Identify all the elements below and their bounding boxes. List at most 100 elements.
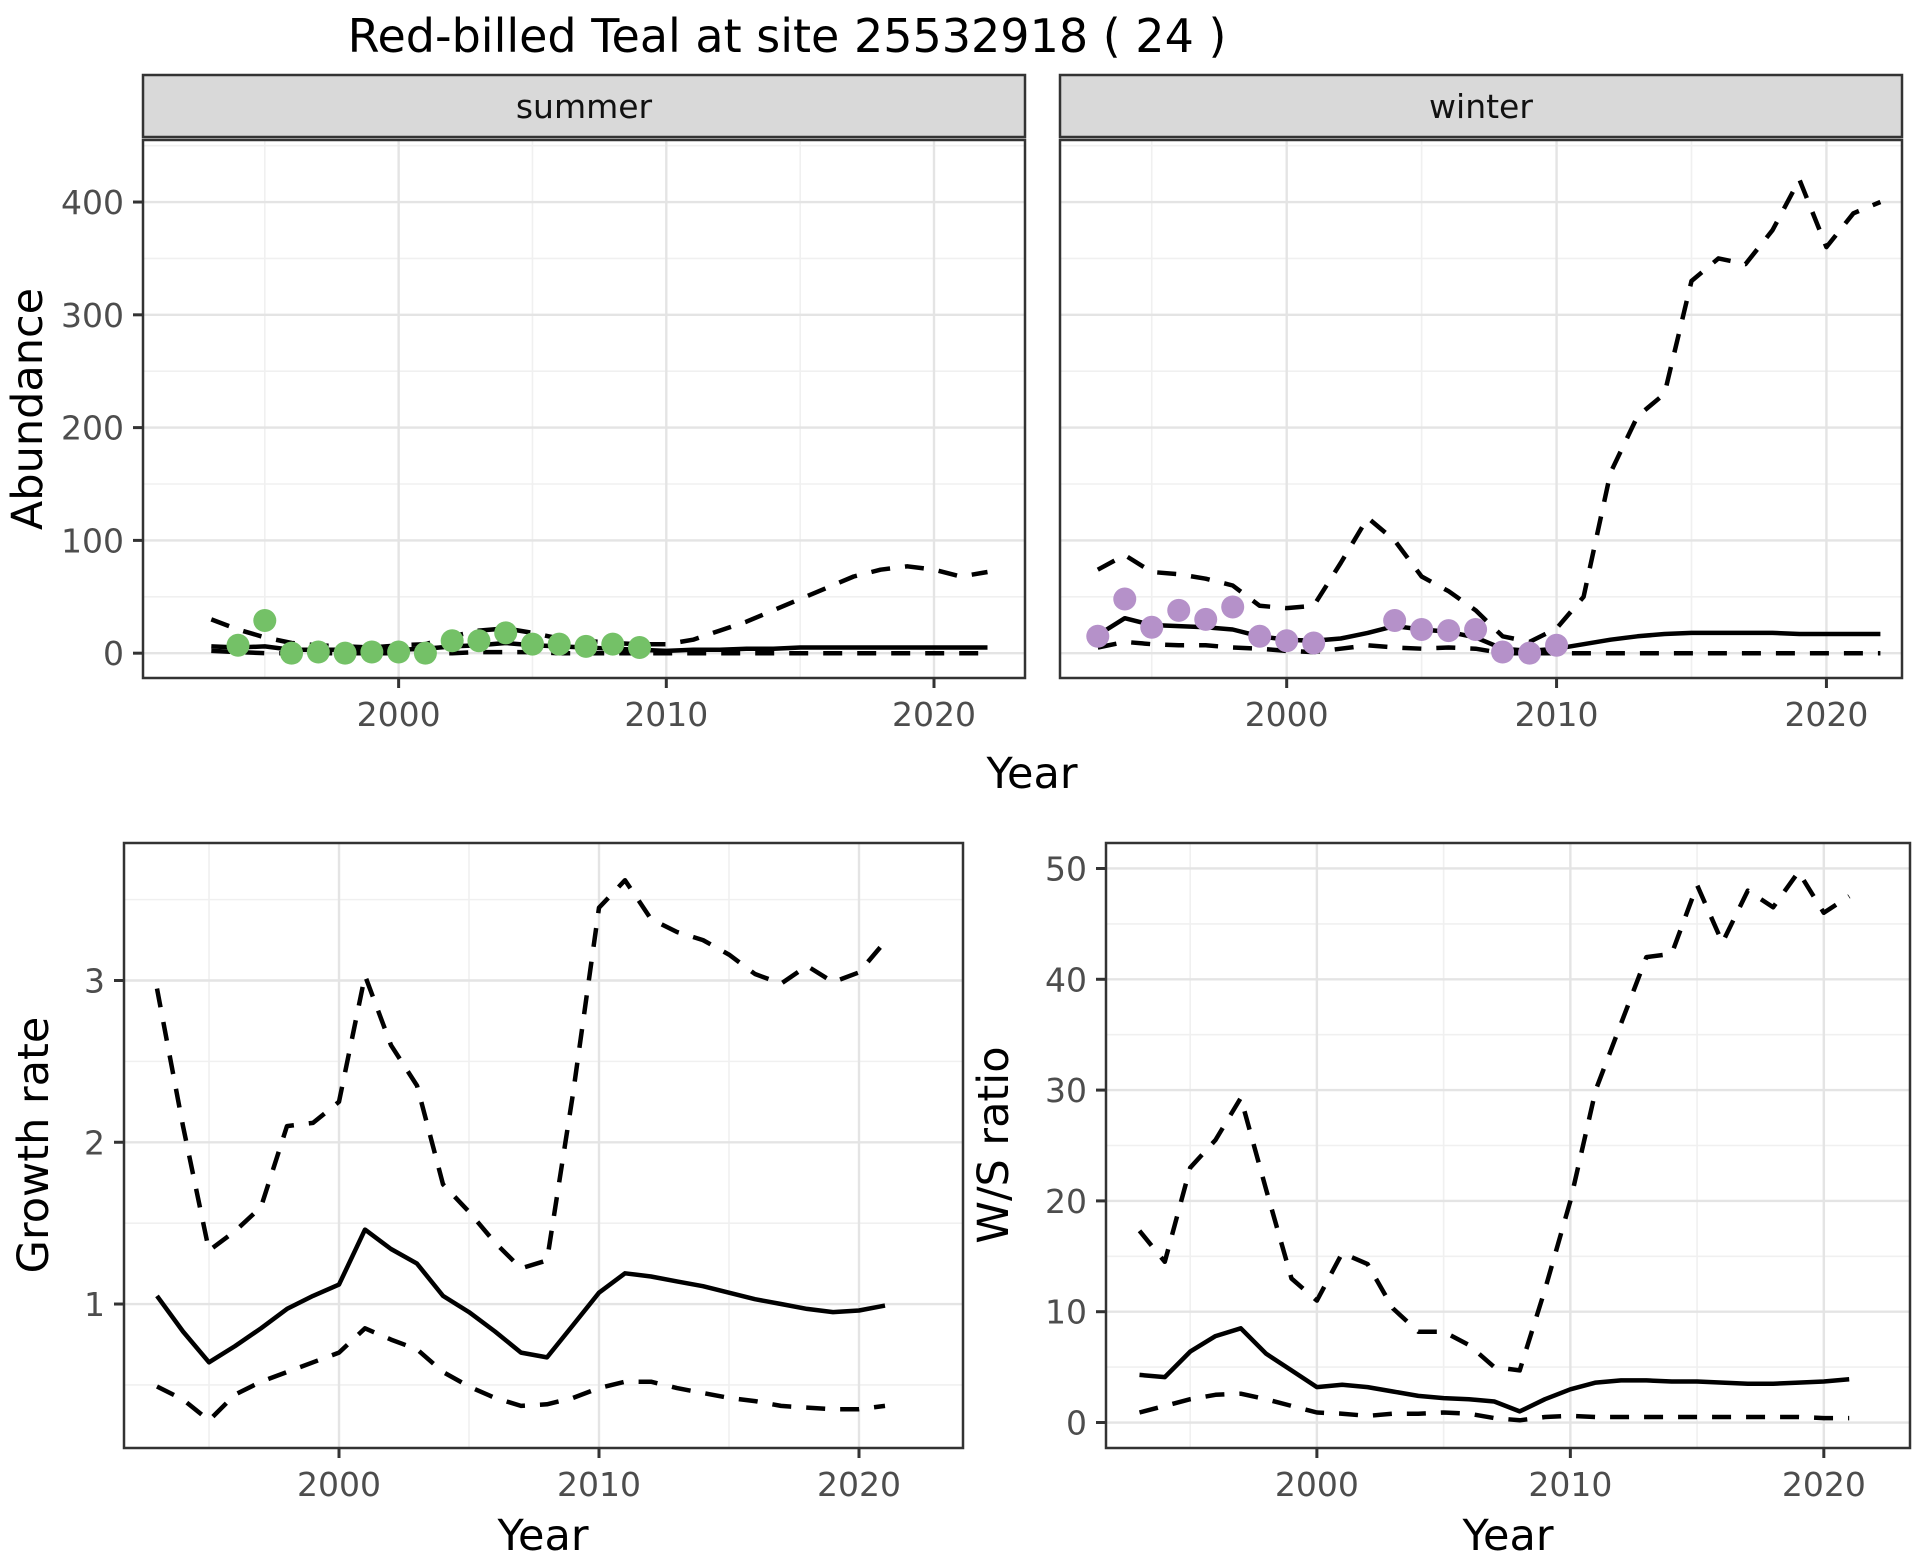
abundance-winter-observed-point	[1194, 607, 1218, 631]
abundance-summer-xtick-label: 2020	[892, 695, 976, 734]
growth-axis-title: Growth rate	[9, 1017, 59, 1274]
ws-ratio-gridlines	[1106, 843, 1910, 1448]
growth-rate-gridlines	[124, 843, 963, 1448]
ws-ratio-xtick-label: 2010	[1528, 1465, 1612, 1504]
abundance-summer-ytick-label: 300	[61, 296, 124, 335]
summer-strip	[141, 73, 1027, 139]
abundance-summer-observed-point	[440, 629, 464, 653]
winter-strip	[1058, 73, 1904, 139]
abundance-winter-observed-point	[1140, 615, 1164, 639]
abundance-winter-panel-border	[1058, 138, 1904, 680]
abundance-summer-observed-point	[547, 632, 571, 656]
abundance-summer-ytick-label: 100	[61, 521, 124, 560]
abundance-summer-observed-point	[520, 632, 544, 656]
growth-rate-ytick-label: 1	[84, 1285, 105, 1324]
abundance-summer-panel: 2000 2010 2020 0 100 200 300 400	[61, 138, 1027, 734]
ws-ratio-upper-ci-line	[1137, 869, 1851, 1373]
abundance-summer-observed-point	[333, 641, 357, 665]
abundance-summer-observed-point	[628, 636, 652, 660]
growth-rate-upper-ci-line	[154, 877, 887, 1271]
abundance-summer-observed-point	[574, 634, 598, 658]
abundance-winter-xtick-label: 2000	[1245, 695, 1329, 734]
ws-axis-title: W/S ratio	[969, 1046, 1019, 1243]
abundance-winter-observed-point	[1410, 618, 1434, 642]
abundance-summer-observed-point	[226, 633, 250, 657]
abundance-summer-observed-point	[360, 640, 384, 664]
abundance-summer-observed-points	[226, 608, 652, 665]
abundance-summer-observed-point	[280, 641, 304, 665]
abundance-winter-observed-point	[1464, 618, 1488, 642]
abundance-summer-upper-ci-line	[210, 564, 988, 650]
ws-ratio-xtick-label: 2000	[1275, 1465, 1359, 1504]
ws-ratio-ytick-label: 0	[1066, 1404, 1087, 1443]
abundance-summer-ytick-label: 200	[61, 409, 124, 448]
ws-ratio-ytick-label: 10	[1045, 1293, 1087, 1332]
abundance-winter-observed-point	[1518, 641, 1542, 665]
abundance-winter-axis-ticks: 2000 2010 2020	[1245, 678, 1868, 734]
abundance-summer-axis-ticks: 2000 2010 2020 0 100 200 300 400	[61, 183, 976, 734]
growth-rate-ytick-label: 2	[84, 1123, 105, 1162]
abundance-winter-xtick-label: 2020	[1784, 695, 1868, 734]
abundance-summer-observed-point	[306, 640, 330, 664]
abundance-winter-lower-ci-line	[1097, 639, 1881, 656]
abundance-winter-observed-point	[1275, 629, 1299, 653]
ws-ratio-ytick-label: 40	[1045, 960, 1087, 999]
top-xaxis-title: Year	[985, 749, 1077, 799]
abundance-winter-observed-point	[1086, 624, 1110, 648]
abundance-summer-observed-point	[413, 641, 437, 665]
ws-xaxis-title: Year	[1461, 1511, 1553, 1560]
chart-title: Red-billed Teal at site 25532918 ( 24 )	[348, 9, 1227, 63]
abundance-winter-observed-point	[1167, 598, 1191, 622]
abundance-summer-observed-point	[494, 621, 518, 645]
abundance-summer-xtick-label: 2000	[357, 695, 441, 734]
growth-rate-panel-border	[122, 841, 965, 1450]
abundance-winter-xtick-label: 2010	[1515, 695, 1599, 734]
abundance-winter-observed-point	[1437, 619, 1461, 643]
ws-ratio-ytick-label: 50	[1045, 849, 1087, 888]
abundance-winter-observed-point	[1302, 631, 1326, 655]
abundance-summer-ytick-label: 0	[103, 634, 124, 673]
abundance-winter-observed-point	[1248, 624, 1272, 648]
abundance-winter-panel: 2000 2010 2020	[1058, 138, 1904, 734]
growth-rate-xtick-label: 2000	[297, 1465, 381, 1504]
abundance-summer-observed-point	[253, 608, 277, 632]
growth-rate-xtick-label: 2020	[817, 1465, 901, 1504]
ws-ratio-panel-border	[1104, 841, 1912, 1450]
ws-ratio-panel: 2000 2010 2020 0 10 20 30 40 50	[1045, 841, 1912, 1504]
ws-ratio-median-line	[1139, 1326, 1850, 1414]
abundance-summer-observed-point	[387, 640, 411, 664]
abundance-winter-observed-points	[1086, 587, 1569, 665]
abundance-axis-title: Abundance	[3, 288, 53, 530]
facet-strips: summer winter	[141, 73, 1904, 139]
ws-ratio-lower-ci-line	[1138, 1391, 1850, 1423]
summer-strip-label: summer	[516, 87, 653, 126]
abundance-winter-observed-point	[1113, 587, 1137, 611]
abundance-summer-observed-point	[601, 632, 625, 656]
abundance-summer-panel-border	[141, 138, 1027, 680]
abundance-summer-xtick-label: 2010	[624, 695, 708, 734]
abundance-winter-observed-point	[1221, 595, 1245, 619]
ws-ratio-ytick-label: 20	[1045, 1182, 1087, 1221]
abundance-summer-lower-ci-line	[211, 648, 988, 656]
abundance-summer-gridlines	[143, 140, 1025, 678]
ws-ratio-ytick-label: 30	[1045, 1071, 1087, 1110]
abundance-summer-observed-point	[467, 629, 491, 653]
abundance-winter-observed-point	[1491, 640, 1515, 664]
growth-rate-lower-ci-line	[155, 1326, 886, 1423]
winter-strip-label: winter	[1429, 87, 1533, 126]
abundance-winter-upper-ci-line	[1096, 177, 1882, 645]
growth-rate-panel: 2000 2010 2020 1 2 3	[84, 841, 965, 1505]
ws-ratio-xtick-label: 2020	[1782, 1465, 1866, 1504]
growth-rate-axis-ticks: 2000 2010 2020 1 2 3	[84, 962, 901, 1505]
growth-rate-ytick-label: 3	[84, 962, 105, 1001]
growth-rate-median-line	[155, 1227, 886, 1365]
abundance-summer-ytick-label: 400	[61, 183, 124, 222]
abundance-winter-gridlines	[1060, 140, 1902, 678]
abundance-winter-observed-point	[1545, 633, 1569, 657]
abundance-winter-median-line	[1096, 615, 1881, 654]
growth-xaxis-title: Year	[496, 1511, 588, 1560]
abundance-winter-observed-point	[1383, 608, 1407, 632]
ws-ratio-axis-ticks: 2000 2010 2020 0 10 20 30 40 50	[1045, 849, 1866, 1504]
